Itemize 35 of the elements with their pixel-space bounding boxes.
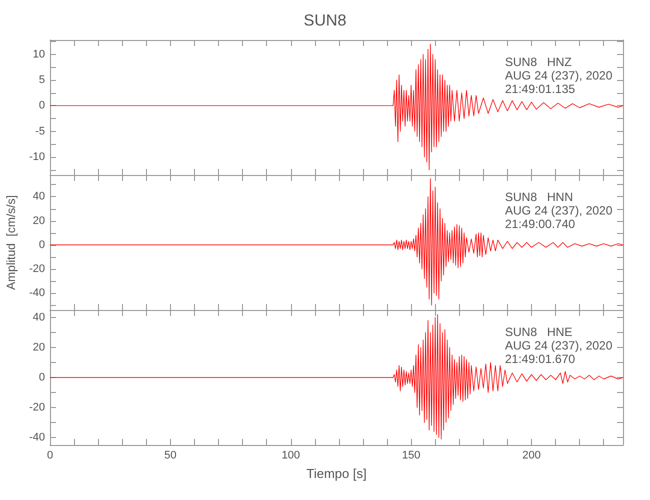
annotation: SUN8 HNN [505,190,574,204]
annotation: SUN8 HNZ [505,55,572,69]
y-tick-label: -20 [29,263,45,276]
line-series [50,44,624,170]
x-tick-label: 200 [522,450,541,462]
annotation: 21:49:00.740 [505,217,576,231]
line-series [50,314,624,440]
x-tick-label: 50 [164,450,177,462]
y-tick-label: 40 [32,190,45,203]
annotation: AUG 24 (237), 2020 [505,68,613,82]
y-tick-label: 20 [32,214,45,227]
chart-title: SUN8 [304,12,346,30]
x-axis-title: Tiempo [s] [306,466,367,481]
line-series [50,178,624,306]
x-tick-label: 0 [46,450,54,462]
y-tick-label: -40 [29,432,45,444]
annotation: 21:49:01.670 [505,352,576,366]
y-tick-label: 5 [38,74,45,86]
y-tick-label: 0 [38,100,45,112]
y-tick-label: 10 [32,48,45,60]
y-tick-label: 0 [38,238,45,251]
annotation: AUG 24 (237), 2020 [505,338,613,352]
y-tick-label: 20 [32,342,45,354]
annotation: AUG 24 (237), 2020 [505,204,613,218]
y-tick-label: -40 [29,287,45,300]
y-tick-label: -10 [29,151,45,164]
y-tick-label: -20 [29,402,45,414]
x-tick-label: 150 [402,450,420,462]
y-tick-label: -5 [35,125,45,138]
x-tick-label: 100 [282,450,300,462]
annotation: SUN8 HNE [505,325,572,339]
annotation: 21:49:01.135 [505,82,576,96]
y-tick-label: 0 [38,372,45,384]
y-axis-title: Amplitud [cm/s/s] [4,195,18,290]
y-tick-label: 40 [32,312,45,324]
